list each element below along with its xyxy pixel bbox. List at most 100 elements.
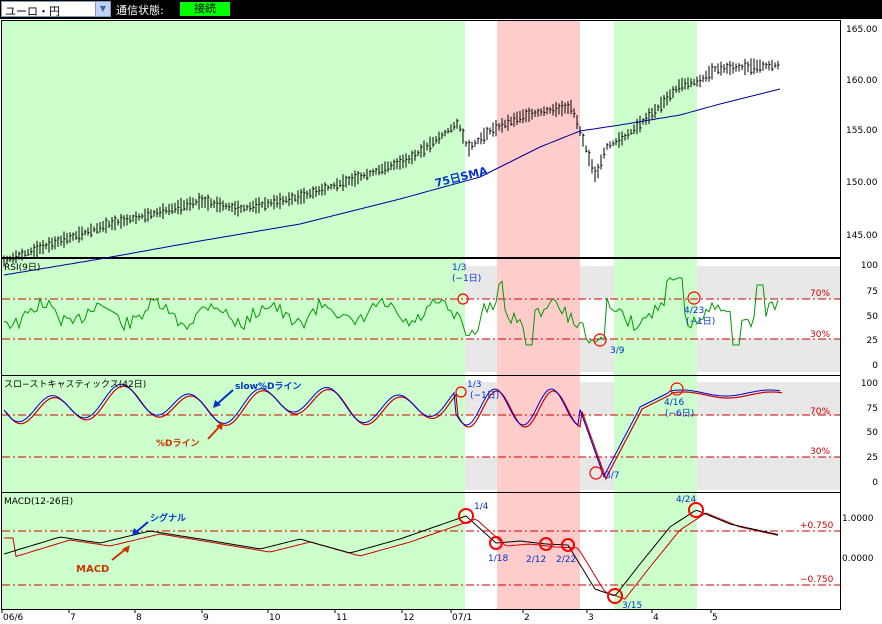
rsi-circle-0103 bbox=[457, 293, 469, 305]
x-axis-label: 10 bbox=[269, 613, 281, 623]
stoch-ann-date-2: 3/7 bbox=[605, 471, 619, 481]
rsi-30-label: 30% bbox=[810, 330, 830, 340]
rsi-tick: 100 bbox=[861, 261, 878, 271]
signal-line bbox=[4, 512, 779, 600]
x-axis-label: 3 bbox=[588, 613, 594, 623]
macd-arrowhead bbox=[122, 545, 130, 553]
pctd-label: %Dライン bbox=[156, 438, 200, 449]
macd-circle-0104 bbox=[458, 508, 474, 524]
connection-status-badge: 接続 bbox=[180, 2, 230, 16]
x-axis-label: 8 bbox=[136, 613, 142, 623]
rsi-tick: 25 bbox=[867, 336, 878, 346]
macd-ann-0118: 1/18 bbox=[488, 554, 508, 564]
line-labels: slow%Dライン %Dライン シグナル MACD bbox=[76, 381, 301, 575]
slowd-label: slow%Dライン bbox=[235, 381, 301, 392]
chevron-down-icon[interactable]: ▼ bbox=[95, 2, 110, 16]
rsi-ann-date-2: 3/9 bbox=[610, 346, 625, 356]
macd-panel-title: MACD(12-26日) bbox=[4, 496, 73, 507]
signal-label: シグナル bbox=[150, 512, 186, 524]
stoch-circle-0103 bbox=[455, 386, 467, 398]
currency-pair-value: ユーロ・円 bbox=[5, 5, 60, 18]
macd-tick: 1.0000 bbox=[842, 514, 874, 524]
stoch-30-label: 30% bbox=[810, 447, 830, 457]
rsi-ann-date-3: 4/23 bbox=[684, 306, 704, 316]
slowd-arrow bbox=[215, 389, 234, 406]
rsi-ann-offset-3: (−1日) bbox=[686, 316, 715, 327]
x-axis-label: 11 bbox=[336, 613, 347, 623]
rsi-70-label: 70% bbox=[810, 289, 830, 299]
x-axis-label: 4 bbox=[653, 613, 659, 623]
signal-circles bbox=[455, 291, 704, 604]
x-axis-label: 06/6 bbox=[3, 613, 23, 623]
x-axis-label: 7 bbox=[70, 613, 76, 623]
rsi-panel-title: RSI(9日) bbox=[4, 262, 40, 273]
panel-frames bbox=[1, 20, 841, 610]
macd-circle-0222 bbox=[561, 538, 575, 552]
stoch-panel-title: スロ−ストキャスティックス(42日) bbox=[4, 379, 146, 390]
stoch-circle-0307 bbox=[589, 466, 603, 480]
connection-status-label: 通信状態: bbox=[116, 4, 164, 17]
chart-area: 165.00 160.00 155.00 150.00 145.00 100 7… bbox=[1, 20, 878, 623]
reference-labels: 70% 30% 70% 30% +0.750 −0.750 bbox=[800, 289, 834, 585]
stoch-ann-offset-1: (−1日) bbox=[470, 390, 499, 401]
rsi-line bbox=[3, 277, 779, 346]
macd-circle-0315 bbox=[607, 588, 623, 604]
price-tick: 160.00 bbox=[846, 76, 878, 86]
macd-tick: 0.0000 bbox=[842, 554, 874, 564]
rsi-y-axis: 100 75 50 25 0 bbox=[861, 261, 878, 371]
x-axis-label: 5 bbox=[712, 613, 718, 623]
stoch-ann-offset-3: (−6日) bbox=[665, 408, 694, 419]
slowd-arrowhead bbox=[213, 400, 221, 408]
rsi-circle-0309 bbox=[593, 333, 607, 347]
macd-ann-0424: 4/24 bbox=[676, 495, 696, 505]
rsi-tick: 50 bbox=[867, 312, 879, 322]
sma-line bbox=[3, 88, 781, 276]
macd-plus-label: +0.750 bbox=[800, 521, 834, 531]
macd-y-axis: 1.0000 0.0000 bbox=[842, 514, 874, 564]
macd-label: MACD bbox=[76, 564, 109, 575]
stoch-tick: 50 bbox=[867, 428, 879, 438]
toolbar: ユーロ・円 ▼ 通信状態: 接続 bbox=[0, 0, 882, 19]
rsi-tick: 75 bbox=[867, 287, 878, 297]
macd-ann-0212: 2/12 bbox=[526, 555, 546, 565]
stoch-tick: 0 bbox=[872, 478, 878, 488]
macd-ann-0315: 3/15 bbox=[622, 601, 642, 611]
stoch-circle-0416 bbox=[670, 382, 684, 396]
macd-ann-0104: 1/4 bbox=[474, 502, 489, 512]
macd-circle-0118 bbox=[489, 536, 503, 550]
date-annotations: 1/3 (−1日) 3/9 4/23 (−1日) 1/3 (−1日) 3/7 4… bbox=[452, 263, 715, 611]
price-tick: 165.00 bbox=[846, 25, 878, 35]
price-tick: 145.00 bbox=[846, 231, 878, 241]
price-bars bbox=[3, 58, 780, 267]
x-axis-label: 07/1 bbox=[452, 613, 472, 623]
price-tick: 155.00 bbox=[846, 126, 878, 136]
macd-circle-0212 bbox=[539, 537, 553, 551]
stoch-tick: 100 bbox=[861, 379, 878, 389]
price-panel-frame bbox=[1, 20, 841, 258]
x-axis-label: 9 bbox=[203, 613, 209, 623]
rsi-circle-0423 bbox=[687, 291, 701, 305]
stoch-ann-date-3: 4/16 bbox=[664, 398, 684, 408]
stoch-70-label: 70% bbox=[810, 407, 830, 417]
rsi-tick: 0 bbox=[872, 361, 878, 371]
x-axis-label: 2 bbox=[524, 613, 530, 623]
pctd-arrow bbox=[207, 425, 221, 440]
green-zone-1b bbox=[2, 266, 465, 609]
highlight-zones bbox=[2, 21, 840, 609]
stoch-y-axis: 100 75 50 25 0 bbox=[861, 379, 878, 488]
macd-circle-0424 bbox=[688, 502, 704, 518]
macd-ann-0222: 2/22 bbox=[556, 555, 576, 565]
currency-pair-select[interactable]: ユーロ・円 ▼ bbox=[1, 1, 111, 18]
x-axis: 06/6 7 8 9 10 11 12 07/1 2 3 4 5 bbox=[1, 610, 718, 623]
x-axis-label: 12 bbox=[403, 613, 414, 623]
signal-arrowhead bbox=[132, 528, 140, 536]
rsi-ann-offset-1: (−1日) bbox=[452, 273, 481, 284]
pctd-arrowhead bbox=[216, 422, 223, 430]
rsi-ann-date-1: 1/3 bbox=[452, 263, 466, 273]
slow-d-line bbox=[3, 383, 781, 479]
stoch-tick: 25 bbox=[867, 453, 878, 463]
price-tick: 150.00 bbox=[846, 178, 878, 188]
stoch-tick: 75 bbox=[867, 404, 878, 414]
green-zone-2b bbox=[614, 266, 697, 609]
reference-lines bbox=[2, 298, 840, 586]
